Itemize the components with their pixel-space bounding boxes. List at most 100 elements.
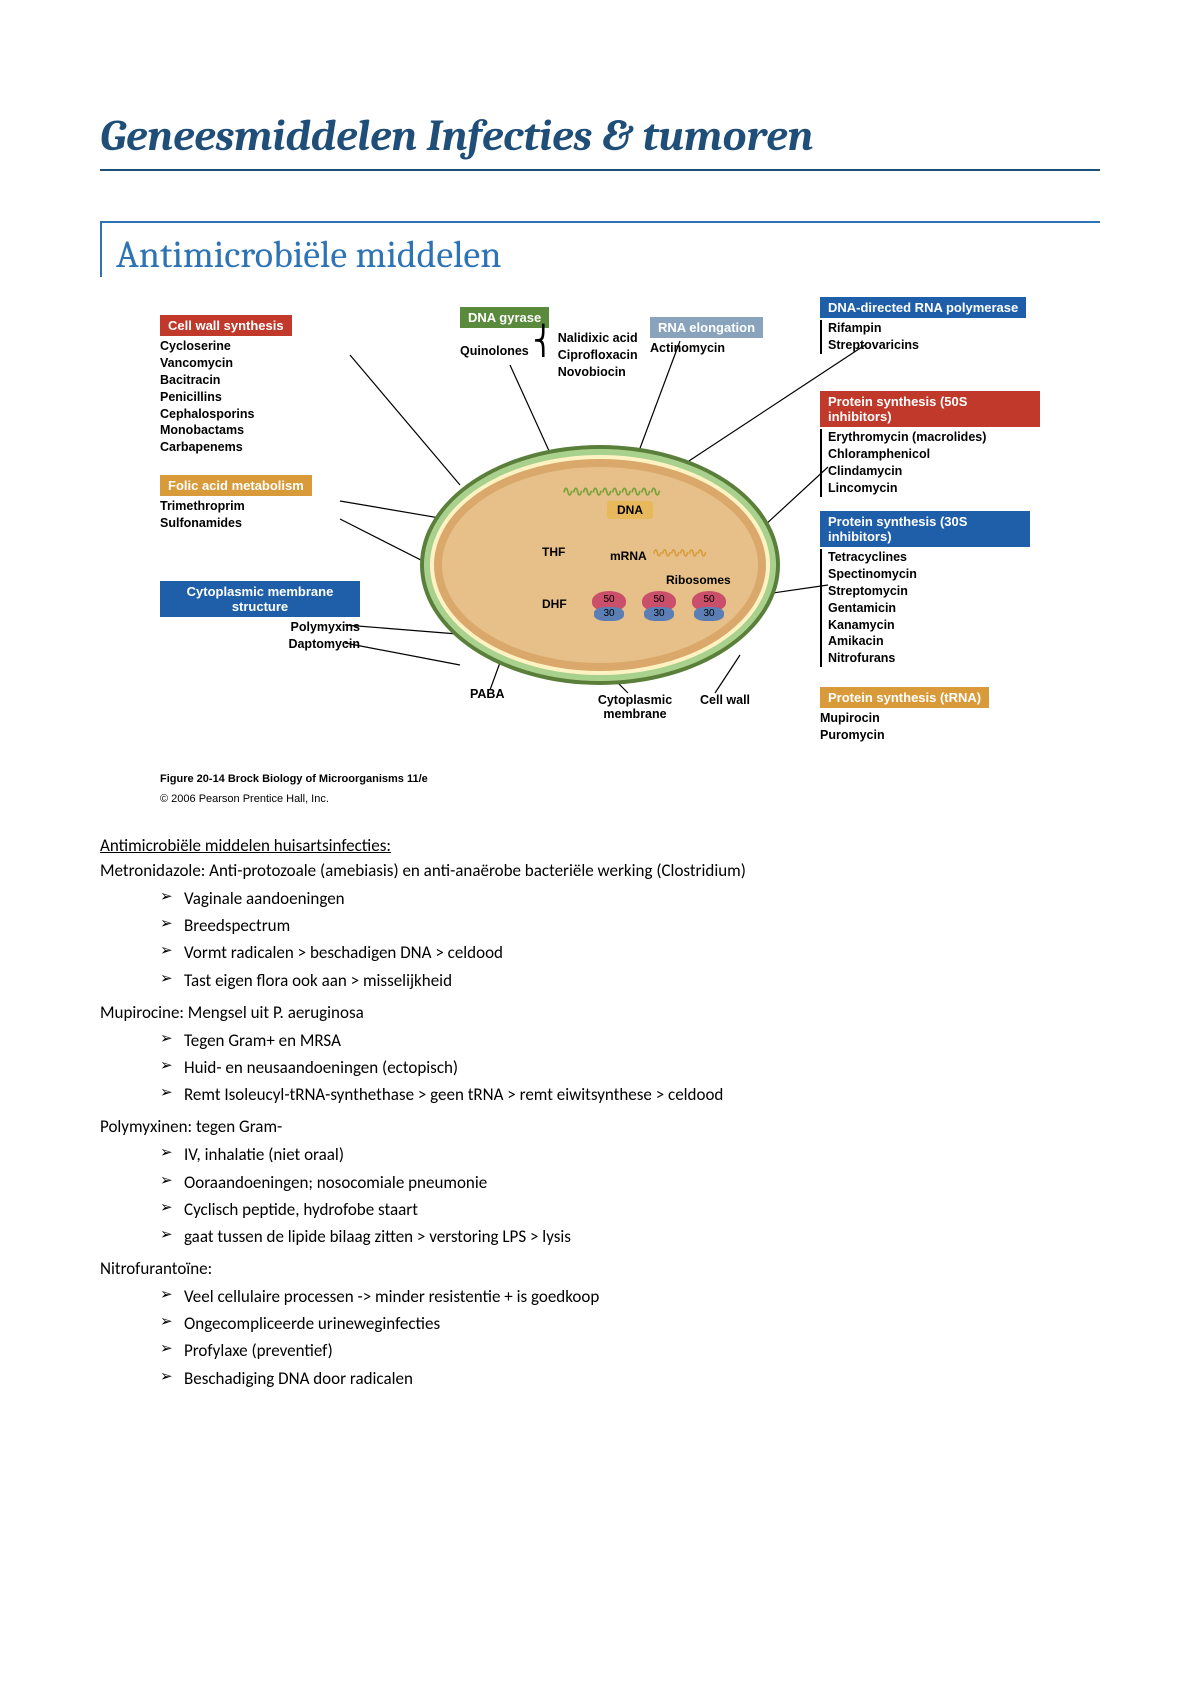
bullet-item: Veel cellulaire processen -> minder resi… <box>160 1283 1100 1310</box>
drug-item: Nalidixic acid <box>558 330 638 347</box>
bullet-item: Ongecompliceerde urineweginfecties <box>160 1310 1100 1337</box>
drug-list-trna: MupirocinPuromycin <box>820 710 1030 744</box>
cyto-membrane-label: Cytoplasmic membrane <box>590 693 680 721</box>
drug-item: Sulfonamides <box>160 515 312 532</box>
section-heading: Antimicrobiële middelen <box>116 233 1100 277</box>
drug-item: Lincomycin <box>828 480 1040 497</box>
ribosome-icon: 5030 <box>692 591 726 615</box>
section-box: Antimicrobiële middelen <box>100 221 1100 277</box>
group-rna-elongation: RNA elongation Actinomycin <box>650 317 763 357</box>
header-cyto-membrane: Cytoplasmic membrane structure <box>160 581 360 617</box>
bacterial-cell: DNA ∿∿∿∿∿∿∿∿∿∿ THF mRNA ∿∿∿∿∿∿ DHF Ribos… <box>420 445 780 685</box>
drug-actinomycin: Actinomycin <box>650 340 763 357</box>
figure-caption: Figure 20-14 Brock Biology of Microorgan… <box>160 765 428 805</box>
drug-item: Penicillins <box>160 389 292 406</box>
bullet-item: Vormt radicalen > beschadigen DNA > celd… <box>160 939 1100 966</box>
drug-item: Kanamycin <box>828 617 1030 634</box>
drug-item: Rifampin <box>828 320 1030 337</box>
drug-entry-intro: Nitrofurantoïne: <box>100 1258 1100 1279</box>
drug-item: Bacitracin <box>160 372 292 389</box>
bullet-list: Vaginale aandoeningenBreedspectrumVormt … <box>160 885 1100 994</box>
thf-label: THF <box>542 545 565 559</box>
drug-list-cyto-membrane: PolymyxinsDaptomycin <box>160 619 360 653</box>
bullet-list: Veel cellulaire processen -> minder resi… <box>160 1283 1100 1392</box>
mrna-label: mRNA <box>610 549 647 563</box>
bullet-item: Breedspectrum <box>160 912 1100 939</box>
drug-entry-intro: Mupirocine: Mengsel uit P. aeruginosa <box>100 1002 1100 1023</box>
group-dna-gyrase: DNA gyrase Quinolones ⎨ Nalidixic acidCi… <box>460 307 638 381</box>
drug-list-folic: TrimethroprimSulfonamides <box>160 498 312 532</box>
cell-wall-label: Cell wall <box>700 693 750 707</box>
drug-item: Cephalosporins <box>160 406 292 423</box>
drug-item: Nitrofurans <box>828 650 1030 667</box>
header-30s: Protein synthesis (30S inhibitors) <box>820 511 1030 547</box>
drug-item: Carbapenems <box>160 439 292 456</box>
drug-item: Clindamycin <box>828 463 1040 480</box>
drug-item: Trimethroprim <box>160 498 312 515</box>
group-protein-50s: Protein synthesis (50S inhibitors) Eryth… <box>820 391 1040 497</box>
bullet-item: gaat tussen de lipide bilaag zitten > ve… <box>160 1223 1100 1250</box>
header-rna-polymerase: DNA-directed RNA polymerase <box>820 297 1026 318</box>
bullet-item: Vaginale aandoeningen <box>160 885 1100 912</box>
group-protein-30s: Protein synthesis (30S inhibitors) Tetra… <box>820 511 1030 667</box>
group-rna-polymerase: DNA-directed RNA polymerase RifampinStre… <box>820 297 1030 354</box>
body-subheading: Antimicrobiële middelen huisartsinfectie… <box>100 835 1100 856</box>
drug-item: Gentamicin <box>828 600 1030 617</box>
dna-label: DNA <box>607 501 653 519</box>
header-rna-elongation: RNA elongation <box>650 317 763 338</box>
group-folic-acid: Folic acid metabolism TrimethroprimSulfo… <box>160 475 312 532</box>
mrna-icon: ∿∿∿∿∿∿ <box>652 545 705 561</box>
drug-item: Monobactams <box>160 422 292 439</box>
antibiotic-targets-diagram: DNA ∿∿∿∿∿∿∿∿∿∿ THF mRNA ∿∿∿∿∿∿ DHF Ribos… <box>160 295 1040 805</box>
drug-item: Amikacin <box>828 633 1030 650</box>
drug-list-50s: Erythromycin (macrolides)Chloramphenicol… <box>820 429 1040 497</box>
ribosome-icon: 5030 <box>592 591 626 615</box>
bullet-item: IV, inhalatie (niet oraal) <box>160 1141 1100 1168</box>
bullet-item: Profylaxe (preventief) <box>160 1337 1100 1364</box>
ribosome-icon: 5030 <box>642 591 676 615</box>
bullet-item: Cyclisch peptide, hydrofobe staart <box>160 1196 1100 1223</box>
drug-item: Puromycin <box>820 727 1030 744</box>
bullet-item: Tegen Gram+ en MRSA <box>160 1027 1100 1054</box>
header-50s: Protein synthesis (50S inhibitors) <box>820 391 1040 427</box>
bullet-item: Remt Isoleucyl-tRNA-synthethase > geen t… <box>160 1081 1100 1108</box>
quinolones-label: Quinolones <box>460 344 529 358</box>
group-cell-wall-synthesis: Cell wall synthesis CycloserineVancomyci… <box>160 315 292 456</box>
bullet-list: Tegen Gram+ en MRSAHuid- en neusaandoeni… <box>160 1027 1100 1109</box>
drug-item: Streptovaricins <box>828 337 1030 354</box>
page-title: Geneesmiddelen Infecties & tumoren <box>100 110 1100 171</box>
group-protein-trna: Protein synthesis (tRNA) MupirocinPuromy… <box>820 687 1030 744</box>
group-cyto-membrane: Cytoplasmic membrane structure Polymyxin… <box>160 581 360 653</box>
paba-label: PABA <box>470 687 505 701</box>
cell-cytoplasm: DNA ∿∿∿∿∿∿∿∿∿∿ THF mRNA ∿∿∿∿∿∿ DHF Ribos… <box>442 467 758 663</box>
drug-entry-intro: Polymyxinen: tegen Gram- <box>100 1116 1100 1137</box>
body-content: Metronidazole: Anti-protozoale (amebiasi… <box>100 860 1100 1392</box>
drug-list-cell-wall: CycloserineVancomycinBacitracinPenicilli… <box>160 338 292 456</box>
drug-item: Chloramphenicol <box>828 446 1040 463</box>
drug-item: Streptomycin <box>828 583 1030 600</box>
drug-list-30s: TetracyclinesSpectinomycinStreptomycinGe… <box>820 549 1030 667</box>
drug-item: Spectinomycin <box>828 566 1030 583</box>
drug-item: Vancomycin <box>160 355 292 372</box>
ribosomes-label: Ribosomes <box>666 573 731 587</box>
header-trna: Protein synthesis (tRNA) <box>820 687 989 708</box>
drug-item: Tetracyclines <box>828 549 1030 566</box>
dna-icon: ∿∿∿∿∿∿∿∿∿∿ <box>562 483 659 500</box>
drug-item: Novobiocin <box>558 364 638 381</box>
bullet-item: Beschadiging DNA door radicalen <box>160 1365 1100 1392</box>
drug-item: Cycloserine <box>160 338 292 355</box>
bullet-item: Huid- en neusaandoeningen (ectopisch) <box>160 1054 1100 1081</box>
header-cell-wall: Cell wall synthesis <box>160 315 292 336</box>
dhf-label: DHF <box>542 597 567 611</box>
drug-item: Mupirocin <box>820 710 1030 727</box>
drug-item: Daptomycin <box>160 636 360 653</box>
drug-item: Polymyxins <box>160 619 360 636</box>
bullet-item: Ooraandoeningen; nosocomiale pneumonie <box>160 1169 1100 1196</box>
drug-item: Erythromycin (macrolides) <box>828 429 1040 446</box>
header-folic: Folic acid metabolism <box>160 475 312 496</box>
drug-list-rna-polymerase: RifampinStreptovaricins <box>820 320 1030 354</box>
bullet-item: Tast eigen flora ook aan > misselijkheid <box>160 967 1100 994</box>
drug-entry-intro: Metronidazole: Anti-protozoale (amebiasi… <box>100 860 1100 881</box>
drug-list-dna-gyrase: Nalidixic acidCiprofloxacinNovobiocin <box>558 330 638 381</box>
bullet-list: IV, inhalatie (niet oraal)Ooraandoeninge… <box>160 1141 1100 1250</box>
